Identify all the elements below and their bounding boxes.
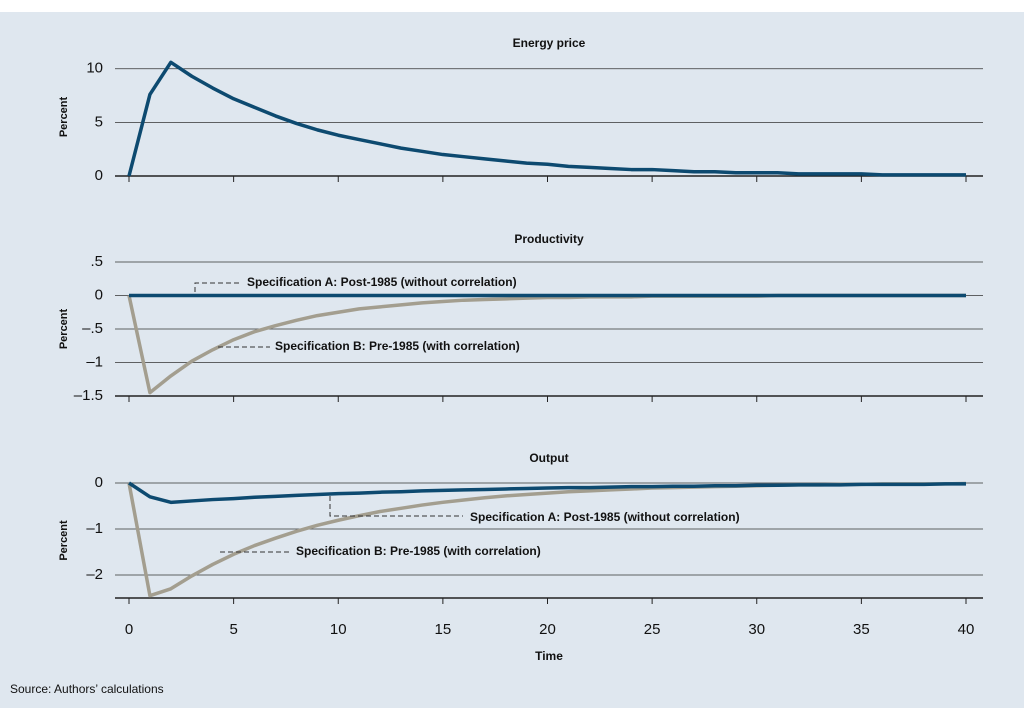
y-tick-label: –1.5 — [74, 387, 103, 404]
y-tick-label: –1 — [86, 353, 103, 370]
source-note: Source: Authors’ calculations — [10, 682, 164, 696]
series-line — [128, 481, 966, 505]
panel-title: Productivity — [514, 232, 584, 246]
y-tick-label: 5 — [95, 113, 103, 130]
y-tick-label: .5 — [90, 253, 103, 270]
y-axis-label: Percent — [58, 520, 70, 561]
y-tick-label: –1 — [86, 520, 103, 537]
y-tick-label: 10 — [86, 60, 103, 77]
x-tick-label: 0 — [125, 621, 133, 638]
y-axis-label: Percent — [58, 308, 70, 349]
y-tick-label: –2 — [86, 566, 103, 583]
y-tick-label: 0 — [95, 167, 103, 184]
x-tick-label: 40 — [958, 621, 975, 638]
x-tick-label: 5 — [229, 621, 237, 638]
background — [0, 12, 1024, 708]
x-tick-label: 20 — [539, 621, 556, 638]
series-line — [127, 60, 966, 177]
x-tick-label: 25 — [644, 621, 661, 638]
series-label: Specification A: Post-1985 (without corr… — [247, 275, 517, 289]
panel-title: Output — [529, 451, 568, 465]
x-tick-label: 10 — [330, 621, 347, 638]
annotation-leader — [194, 282, 240, 292]
y-tick-label: 0 — [95, 474, 103, 491]
x-tick-label: 35 — [853, 621, 870, 638]
x-tick-label: 30 — [748, 621, 765, 638]
y-axis-label: Percent — [58, 96, 70, 137]
series-label: Specification B: Pre-1985 (with correlat… — [275, 339, 520, 353]
x-axis-label: Time — [535, 649, 563, 663]
series-label: Specification A: Post-1985 (without corr… — [470, 510, 740, 524]
x-tick-label: 15 — [435, 621, 452, 638]
panel-title: Energy price — [513, 36, 586, 50]
y-tick-label: 0 — [95, 286, 103, 303]
series-label: Specification B: Pre-1985 (with correlat… — [296, 544, 541, 558]
annotation-leader — [329, 496, 463, 517]
y-tick-label: –.5 — [82, 320, 103, 337]
